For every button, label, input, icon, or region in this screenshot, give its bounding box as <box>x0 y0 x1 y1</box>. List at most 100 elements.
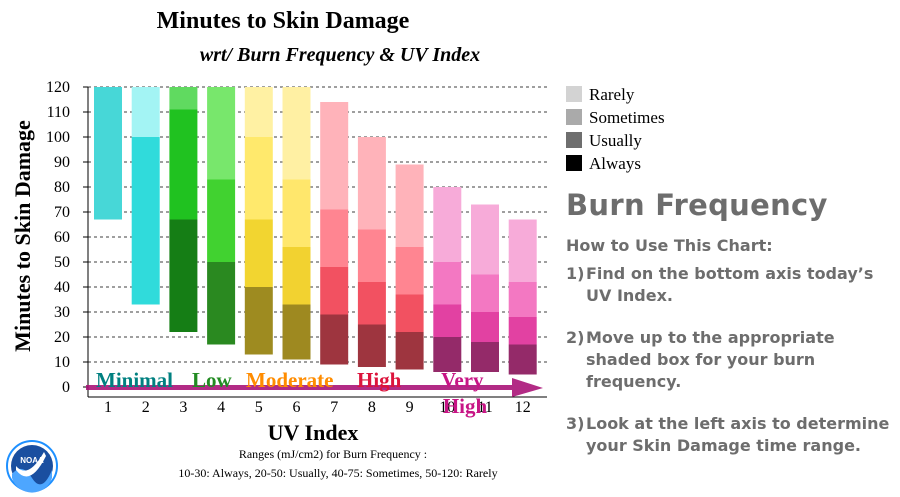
y-tick-label: 10 <box>54 354 70 371</box>
guide-step-text: Look at the left axis to determine your … <box>586 414 890 455</box>
x-tick-label: 2 <box>142 399 150 416</box>
ranges-note-line2: 10-30: Always, 20-50: Usually, 40-75: So… <box>178 466 497 480</box>
uv-category-minimal: Minimal <box>96 368 173 392</box>
x-tick-label: 3 <box>179 399 187 416</box>
bar-segment <box>244 87 273 137</box>
x-tick-label: 10 <box>439 399 455 416</box>
bar-segment <box>508 344 537 375</box>
bar-segment <box>169 109 198 220</box>
bar-segment <box>433 187 462 262</box>
x-tick-label: 8 <box>368 399 376 416</box>
bar-segment <box>433 304 462 337</box>
y-tick-label: 80 <box>54 179 70 196</box>
y-tick-label: 100 <box>46 129 70 146</box>
bar-segment <box>207 179 236 262</box>
bar-segment <box>357 282 386 325</box>
y-tick-label: 40 <box>54 279 70 296</box>
bar-segment <box>169 87 198 110</box>
guide-step-number: 2) <box>566 328 585 347</box>
chart-title: Minutes to Skin Damage <box>157 8 410 34</box>
guide-step-number: 1) <box>566 264 585 283</box>
bar-segment <box>471 204 499 275</box>
grid-lines <box>88 86 547 363</box>
bar-segment <box>169 219 198 332</box>
legend-label: Always <box>589 154 641 173</box>
legend: Rarely Sometimes Usually Always <box>566 85 665 173</box>
uv-category-very-high: Very High <box>441 368 489 418</box>
y-tick-label: 110 <box>47 104 70 121</box>
bar-segment <box>282 247 311 305</box>
guide-step-3: 3) Look at the left axis to determine yo… <box>566 413 896 457</box>
x-tick-label: 6 <box>293 399 301 416</box>
guide-step-number: 3) <box>566 414 585 433</box>
bar-segment <box>395 332 424 370</box>
x-tick-label: 9 <box>406 399 414 416</box>
y-tick-label: 30 <box>54 304 70 321</box>
bar-segment <box>282 179 311 247</box>
legend-label: Sometimes <box>589 108 665 127</box>
uv-category-high: High <box>357 368 402 392</box>
bar-segment <box>131 87 160 137</box>
y-ticks: 0 10 20 30 40 50 60 70 80 90 100 110 120 <box>46 79 88 396</box>
guide-step-2: 2) Move up to the appropriate shaded box… <box>566 327 896 393</box>
x-tick-label: 1 <box>104 399 112 416</box>
noaa-logo-text: NOAA <box>20 456 44 465</box>
bar-segment <box>282 304 311 360</box>
guide-step-1: 1) Find on the bottom axis today’s UV In… <box>566 263 896 307</box>
y-axis-label: Minutes to Skin Damage <box>10 120 35 352</box>
x-tick-label: 11 <box>477 399 492 416</box>
y-tick-label: 60 <box>54 229 70 246</box>
y-tick-label: 90 <box>54 154 70 171</box>
bar-segment <box>244 287 273 355</box>
x-tick-label: 5 <box>255 399 263 416</box>
bar-segment <box>282 87 311 180</box>
legend-label: Rarely <box>589 85 635 104</box>
x-tick-label: 4 <box>217 399 225 416</box>
y-tick-label: 120 <box>46 79 70 96</box>
bar-segment <box>207 87 236 180</box>
bar-segment <box>395 164 424 247</box>
legend-swatch <box>566 155 582 171</box>
x-axis-label: UV Index <box>268 420 359 445</box>
bar-segment <box>471 274 499 312</box>
bar-segment <box>94 87 122 220</box>
bar-segment <box>131 137 160 305</box>
bar-segment <box>207 262 236 345</box>
ranges-note-line1: Ranges (mJ/cm2) for Burn Frequency : <box>239 447 427 461</box>
bar-segment <box>244 219 273 287</box>
legend-swatch <box>566 132 582 148</box>
y-tick-label: 70 <box>54 204 70 221</box>
bar-segment <box>320 102 349 210</box>
y-tick-label: 0 <box>62 379 70 396</box>
burn-frequency-guide: Burn Frequency How to Use This Chart: 1)… <box>566 188 896 477</box>
uv-category-moderate: Moderate <box>246 368 333 392</box>
bar-segment <box>508 317 537 345</box>
guide-heading: How to Use This Chart: <box>566 236 773 255</box>
y-tick-label: 20 <box>54 329 70 346</box>
y-tick-label: 50 <box>54 254 70 271</box>
bar-segment <box>357 229 386 282</box>
bar-segment <box>395 247 424 295</box>
noaa-logo: NOAA <box>6 440 58 493</box>
legend-swatch <box>566 109 582 125</box>
bar-segment <box>471 312 499 342</box>
guide-title: Burn Frequency <box>566 188 828 222</box>
guide-step-text: Find on the bottom axis today’s UV Index… <box>586 264 874 305</box>
chart-subtitle: wrt/ Burn Frequency & UV Index <box>200 44 480 66</box>
bars <box>94 87 537 375</box>
bar-segment <box>471 342 499 372</box>
bar-segment <box>395 294 424 332</box>
x-ticks: 1 2 3 4 5 6 7 8 9 10 11 12 <box>104 399 531 416</box>
x-tick-label: 7 <box>330 399 338 416</box>
x-tick-label: 12 <box>515 399 531 416</box>
bar-segment <box>320 267 349 315</box>
bar-segment <box>433 262 462 305</box>
uv-gradient-arrow <box>86 378 543 397</box>
bar-segment <box>508 219 537 282</box>
bar-segment <box>433 337 462 372</box>
bar-segment <box>357 137 386 230</box>
bar-segment <box>244 137 273 220</box>
bar-segment <box>357 324 386 367</box>
legend-swatch <box>566 86 582 102</box>
